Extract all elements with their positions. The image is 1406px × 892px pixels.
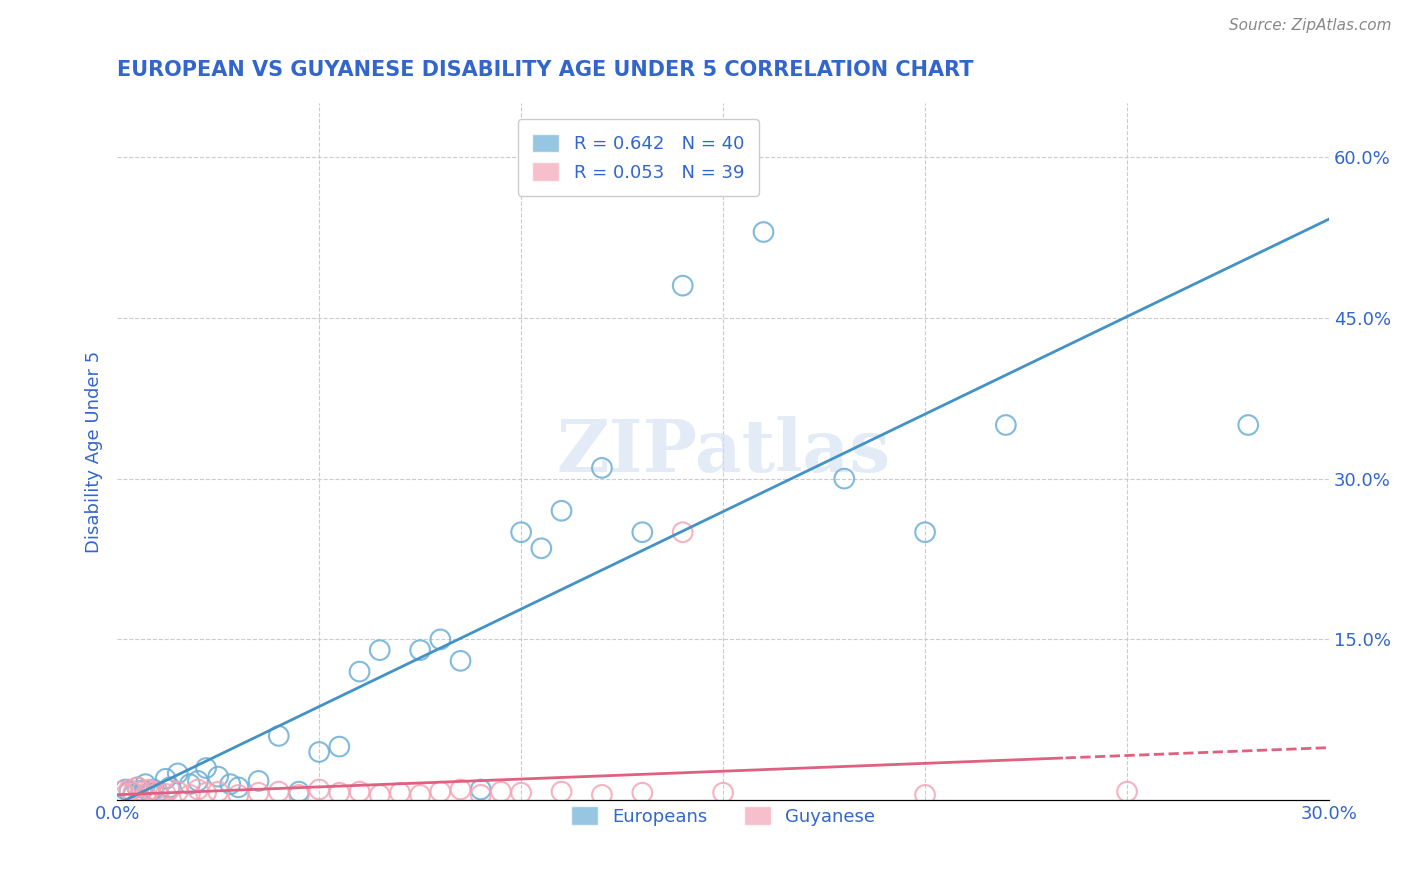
Text: EUROPEAN VS GUYANESE DISABILITY AGE UNDER 5 CORRELATION CHART: EUROPEAN VS GUYANESE DISABILITY AGE UNDE… bbox=[117, 60, 974, 79]
Point bbox=[247, 773, 270, 788]
Point bbox=[631, 786, 654, 800]
Point bbox=[114, 782, 136, 797]
Point bbox=[994, 417, 1017, 432]
Point bbox=[349, 665, 371, 679]
Point bbox=[450, 654, 472, 668]
Point bbox=[195, 761, 218, 775]
Point bbox=[914, 525, 936, 540]
Point bbox=[470, 788, 492, 802]
Point bbox=[207, 770, 229, 784]
Point bbox=[155, 787, 177, 801]
Point bbox=[138, 782, 160, 797]
Point bbox=[142, 782, 165, 797]
Point bbox=[228, 780, 250, 795]
Point bbox=[368, 788, 391, 802]
Point bbox=[122, 788, 145, 802]
Point bbox=[131, 783, 153, 797]
Point bbox=[207, 784, 229, 798]
Point bbox=[591, 461, 613, 475]
Point bbox=[138, 786, 160, 800]
Y-axis label: Disability Age Under 5: Disability Age Under 5 bbox=[86, 351, 103, 553]
Point bbox=[429, 632, 451, 647]
Point bbox=[114, 788, 136, 802]
Legend: Europeans, Guyanese: Europeans, Guyanese bbox=[564, 799, 883, 833]
Point bbox=[155, 772, 177, 786]
Point bbox=[510, 525, 533, 540]
Point bbox=[631, 525, 654, 540]
Point bbox=[146, 784, 169, 798]
Point bbox=[247, 786, 270, 800]
Point bbox=[328, 739, 350, 754]
Point bbox=[166, 766, 188, 780]
Point bbox=[187, 773, 209, 788]
Point bbox=[118, 784, 141, 798]
Point bbox=[110, 784, 132, 798]
Point bbox=[131, 784, 153, 798]
Point bbox=[530, 541, 553, 556]
Point bbox=[1116, 784, 1139, 798]
Point bbox=[267, 729, 290, 743]
Point bbox=[672, 278, 695, 293]
Point bbox=[1237, 417, 1260, 432]
Point bbox=[409, 643, 432, 657]
Point bbox=[470, 782, 492, 797]
Point bbox=[672, 525, 695, 540]
Point bbox=[142, 784, 165, 798]
Point bbox=[187, 782, 209, 797]
Point bbox=[489, 784, 512, 798]
Point bbox=[550, 784, 572, 798]
Point bbox=[179, 788, 201, 802]
Point bbox=[368, 643, 391, 657]
Point bbox=[388, 786, 411, 800]
Point bbox=[349, 784, 371, 798]
Text: ZIPatlas: ZIPatlas bbox=[555, 417, 890, 487]
Point bbox=[308, 782, 330, 797]
Point bbox=[166, 784, 188, 798]
Point bbox=[288, 784, 311, 798]
Point bbox=[267, 784, 290, 798]
Point bbox=[328, 786, 350, 800]
Point bbox=[308, 745, 330, 759]
Point bbox=[832, 472, 855, 486]
Point bbox=[288, 788, 311, 802]
Point bbox=[450, 782, 472, 797]
Point bbox=[118, 782, 141, 797]
Point bbox=[752, 225, 775, 239]
Point bbox=[914, 788, 936, 802]
Point bbox=[179, 777, 201, 791]
Point bbox=[122, 786, 145, 800]
Point bbox=[409, 788, 432, 802]
Point bbox=[127, 780, 149, 795]
Point bbox=[195, 786, 218, 800]
Point bbox=[591, 788, 613, 802]
Point bbox=[134, 777, 156, 791]
Point bbox=[228, 788, 250, 802]
Text: Source: ZipAtlas.com: Source: ZipAtlas.com bbox=[1229, 18, 1392, 33]
Point bbox=[146, 786, 169, 800]
Point bbox=[127, 780, 149, 795]
Point bbox=[159, 782, 181, 797]
Point bbox=[159, 780, 181, 795]
Point bbox=[711, 786, 734, 800]
Point bbox=[219, 777, 242, 791]
Point bbox=[134, 788, 156, 802]
Point bbox=[550, 504, 572, 518]
Point bbox=[429, 784, 451, 798]
Point bbox=[510, 786, 533, 800]
